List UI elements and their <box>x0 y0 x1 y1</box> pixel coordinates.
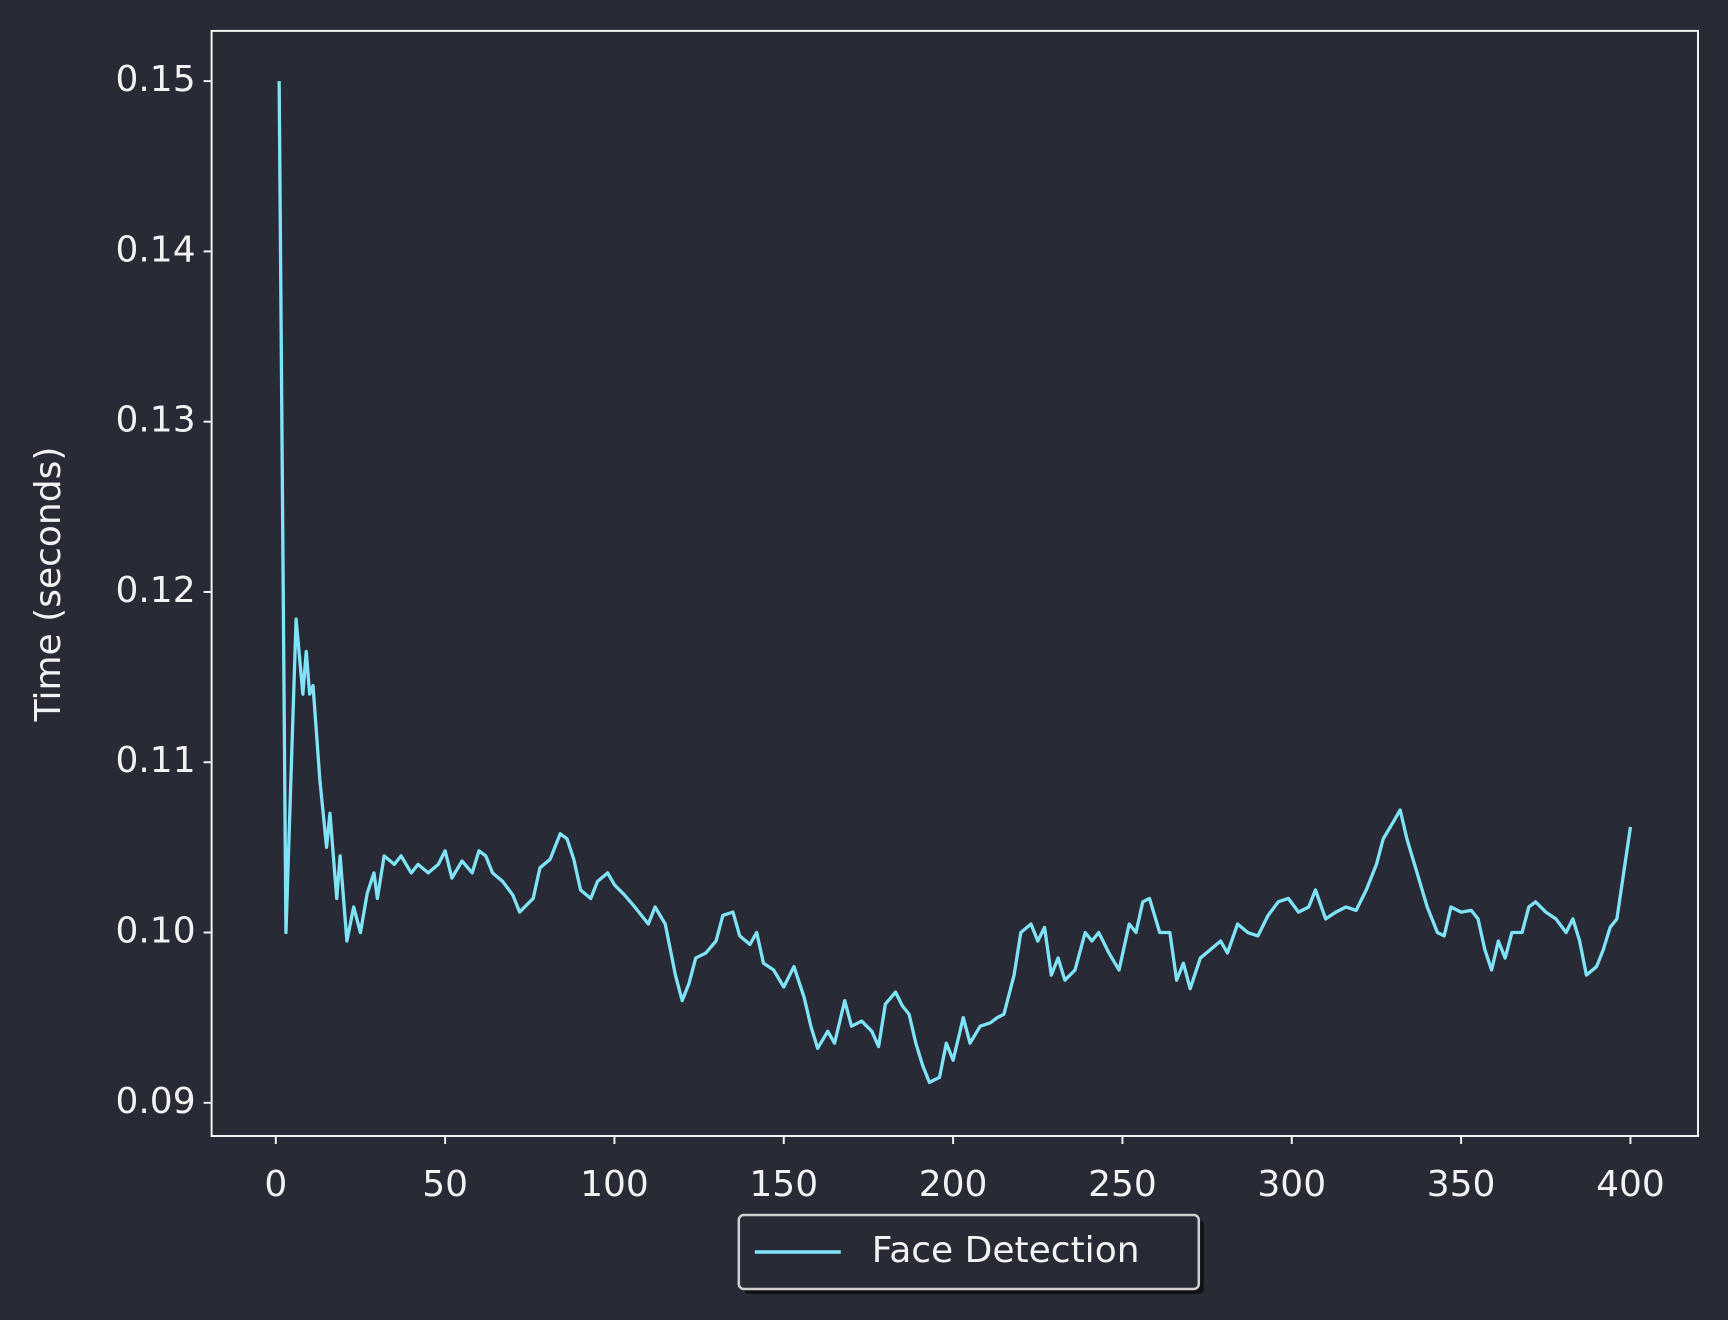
y-axis-label: Time (seconds) <box>28 447 69 723</box>
x-tick-label: 100 <box>580 1164 649 1205</box>
x-tick-label: 350 <box>1427 1164 1496 1205</box>
legend-box <box>737 1213 1201 1291</box>
x-tick-label: 250 <box>1088 1164 1157 1205</box>
y-tick-label: 0.11 <box>115 740 195 781</box>
y-tick-label: 0.09 <box>115 1081 195 1122</box>
x-tick-label: 50 <box>422 1164 468 1205</box>
y-tick-label: 0.14 <box>115 229 195 270</box>
legend-label: Face Detection <box>872 1230 1140 1271</box>
x-tick-label: 300 <box>1257 1164 1326 1205</box>
y-tick-label: 0.12 <box>115 570 195 611</box>
data-line <box>277 81 1633 1085</box>
plot-frame <box>210 29 1700 1137</box>
x-tick-label: 400 <box>1596 1164 1665 1205</box>
y-tick-label: 0.15 <box>115 59 195 100</box>
y-tick-label: 0.10 <box>115 911 195 952</box>
x-tick-label: 150 <box>749 1164 818 1205</box>
y-tick-label: 0.13 <box>115 400 195 441</box>
x-tick-label: 0 <box>264 1164 287 1205</box>
x-tick-label: 200 <box>919 1164 988 1205</box>
